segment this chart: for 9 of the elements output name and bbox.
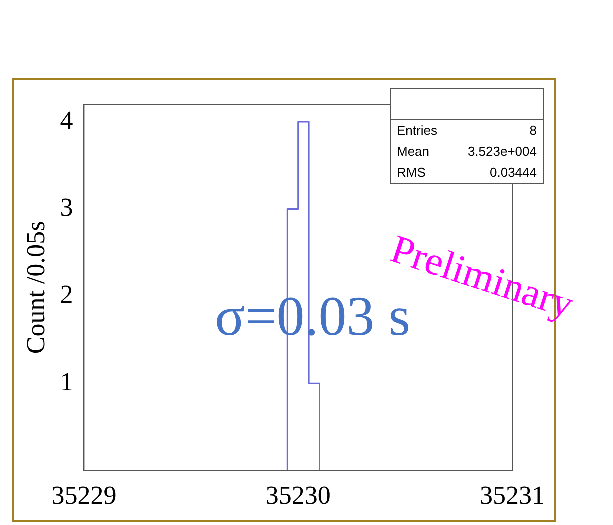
x-tick-label: 35231 bbox=[480, 481, 545, 510]
y-axis-title: Count /0.05s bbox=[21, 221, 50, 354]
y-tick-label: 4 bbox=[60, 106, 74, 135]
y-tick-label: 2 bbox=[60, 280, 74, 310]
y-tick-label: 3 bbox=[60, 193, 74, 222]
x-tick-label: 35229 bbox=[52, 481, 117, 510]
y-tick-label: 1 bbox=[60, 367, 74, 396]
x-tick-label: 35230 bbox=[266, 481, 331, 510]
stats-box: Entries 8 Mean 3.523e+004 RMS 0.03444 bbox=[390, 88, 544, 184]
